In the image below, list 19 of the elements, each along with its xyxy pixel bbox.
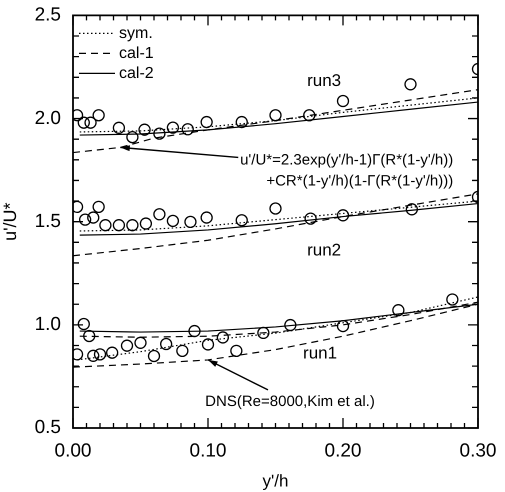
y-tick-label: 1.5: [34, 210, 61, 232]
legend-label: cal-2: [119, 64, 154, 82]
legend-label: cal-1: [119, 44, 154, 62]
x-tick-label: 0.10: [190, 440, 226, 462]
x-tick-label: 0.00: [54, 440, 92, 462]
y-axis-title: u'/U*: [0, 202, 20, 241]
y-tick-label: 2.5: [34, 4, 61, 26]
y-tick-label: 2.0: [34, 108, 61, 129]
legend-label: sym.: [119, 24, 153, 42]
annotation: run3: [307, 71, 342, 90]
annotation: run1: [303, 343, 338, 362]
annotation: DNS(Re=8000,Kim et al.): [205, 393, 375, 410]
annotation: u'/U*=2.3exp(y'/h-1)Γ(R*(1-y'/h)) +CR*(1-y'/h)(1-Γ(R*(1-y'/h))): [240, 152, 454, 190]
y-tick-label: 1.0: [34, 314, 61, 336]
x-axis-title: y'/h: [262, 471, 288, 490]
x-tick-label: 0.30: [460, 440, 496, 462]
annotation: run2: [307, 240, 342, 260]
y-tick-label: 0.5: [34, 417, 61, 438]
x-tick-label: 0.20: [324, 440, 362, 462]
